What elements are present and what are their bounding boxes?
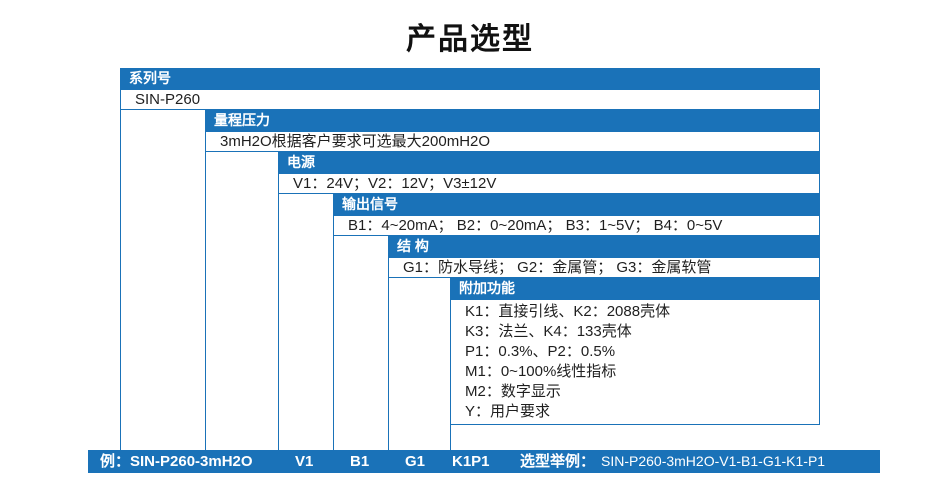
level-output-signal-header: 输出信号 xyxy=(333,194,820,215)
connector-range-line xyxy=(205,152,206,450)
level-power-content: V1：24V；V2：12V；V3±12V xyxy=(278,173,820,194)
connector-structure-line xyxy=(388,278,389,450)
level-range: 量程压力 3mH2O根据客户要求可选最大200mH2O xyxy=(205,110,820,152)
level-power: 电源 V1：24V；V2：12V；V3±12V xyxy=(278,152,820,194)
level-power-header: 电源 xyxy=(278,152,820,173)
connector-additional-functions-line xyxy=(450,423,451,450)
example-code-additional: K1P1 xyxy=(452,453,490,470)
level-additional-functions-content: K1：直接引线、K2：2088壳体 K3：法兰、K4：133壳体 P1：0.3%… xyxy=(450,299,820,425)
connector-series-line xyxy=(120,110,121,450)
level-structure: 结 构 G1：防水导线； G2：金属管； G3：金属软管 xyxy=(388,236,820,278)
example-code-output: B1 xyxy=(350,453,370,470)
level-additional-functions: 附加功能 K1：直接引线、K2：2088壳体 K3：法兰、K4：133壳体 P1… xyxy=(450,278,820,425)
additional-function-option: P1：0.3%、P2：0.5% xyxy=(465,343,616,360)
additional-function-option: K3：法兰、K4：133壳体 xyxy=(465,323,632,340)
level-range-header: 量程压力 xyxy=(205,110,820,131)
page-title: 产品选型 xyxy=(406,23,534,56)
example-code-structure: G1 xyxy=(405,453,426,470)
additional-function-option: K1：直接引线、K2：2088壳体 xyxy=(465,303,671,320)
level-additional-functions-header: 附加功能 xyxy=(450,278,820,299)
level-structure-header: 结 构 xyxy=(388,236,820,257)
level-series-content: SIN-P260 xyxy=(120,89,820,110)
level-structure-content: G1：防水导线； G2：金属管； G3：金属软管 xyxy=(388,257,820,278)
level-range-content: 3mH2O根据客户要求可选最大200mH2O xyxy=(205,131,820,152)
example-bar: 例：SIN-P260-3mH2O V1 B1 G1 K1P1 选型举例： SIN… xyxy=(88,450,880,473)
level-series: 系列号 SIN-P260 xyxy=(120,68,820,110)
level-output-signal: 输出信号 B1：4~20mA； B2：0~20mA； B3：1~5V； B4：0… xyxy=(333,194,820,236)
connector-power-line xyxy=(278,194,279,450)
level-output-signal-content: B1：4~20mA； B2：0~20mA； B3：1~5V； B4：0~5V xyxy=(333,215,820,236)
example-prefix: 例：SIN-P260-3mH2O xyxy=(100,453,253,470)
additional-function-option: M2：数字显示 xyxy=(465,383,561,400)
connector-output-signal-line xyxy=(333,236,334,450)
example-label: 选型举例： xyxy=(520,453,596,470)
additional-function-option: Y：用户要求 xyxy=(465,403,551,420)
level-series-header: 系列号 xyxy=(120,68,820,89)
additional-function-option: M1：0~100%线性指标 xyxy=(465,363,617,380)
example-full-code: SIN-P260-3mH2O-V1-B1-G1-K1-P1 xyxy=(601,453,826,469)
example-code-power: V1 xyxy=(295,453,314,470)
